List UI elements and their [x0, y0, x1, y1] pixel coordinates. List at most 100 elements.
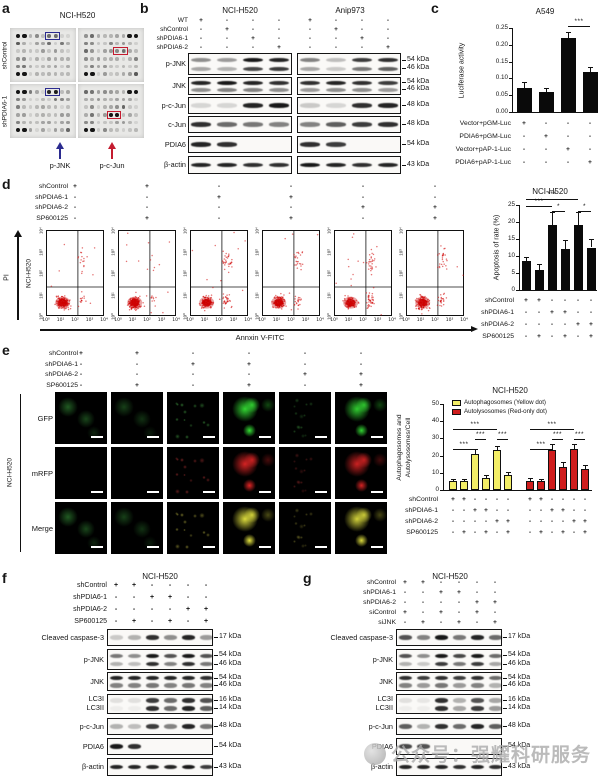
blot-band — [191, 66, 211, 72]
dot-blot-spot — [109, 90, 113, 94]
flow-cell-line-label: NCI-H520 — [25, 259, 33, 288]
blot-label: LC3I — [88, 694, 104, 703]
dot-blot-spot — [15, 89, 21, 95]
blot-band — [109, 661, 123, 667]
dot-blot-spot — [28, 105, 33, 109]
blot-band — [243, 162, 263, 168]
micro-image — [335, 502, 387, 554]
error-bar-line — [529, 477, 531, 481]
condition-mark: - — [439, 599, 443, 606]
condition-mark: - — [475, 589, 479, 596]
cell-blob — [300, 543, 305, 548]
condition-mark: - — [135, 360, 139, 368]
condition-mark: + — [524, 297, 528, 304]
significance-line — [568, 26, 590, 27]
bar — [570, 448, 578, 490]
condition-mark: - — [79, 360, 83, 368]
dot-blot-spot — [115, 34, 120, 38]
dot-blot-spot — [115, 90, 120, 94]
blot-band — [127, 698, 141, 703]
dot-blot-spot — [59, 113, 64, 117]
dot-blot-spot — [66, 120, 70, 125]
condition-mark: + — [484, 507, 488, 514]
cell-blob — [206, 422, 211, 427]
cell-blob — [202, 530, 207, 535]
chart-y-tick — [516, 239, 519, 240]
condition-mark: - — [473, 518, 477, 525]
condition-mark: + — [462, 496, 466, 503]
dot-blot-spot — [66, 105, 70, 109]
cell-blob — [189, 533, 193, 538]
condition-mark: - — [484, 518, 488, 525]
blot-label: Cleaved caspase-3 — [330, 632, 393, 642]
error-bar-cap — [538, 478, 544, 480]
condition-mark: - — [277, 26, 281, 33]
condition-mark: - — [544, 146, 548, 153]
blot-band — [191, 87, 211, 93]
cell-line-bracket — [20, 394, 21, 552]
chart-y-tick-label: 15 — [507, 235, 515, 242]
dot-blot-spot — [127, 105, 132, 109]
condition-mark: - — [539, 507, 543, 514]
condition-row-label: shControl — [366, 579, 396, 586]
cell-blob — [299, 523, 305, 530]
cell-blob — [176, 402, 179, 406]
blot-band — [300, 66, 320, 72]
blot-band — [452, 653, 466, 659]
dot-blot-spot — [28, 90, 33, 94]
chart-y-axis-title: Autolysosomes/Cell — [404, 417, 412, 478]
dot-blot-spot — [84, 64, 88, 69]
micro-image — [55, 502, 107, 554]
condition-mark: - — [522, 133, 526, 140]
condition-mark: + — [145, 183, 149, 190]
blot-label: p-c-Jun — [161, 100, 186, 110]
bar — [521, 261, 531, 290]
dot-blot-spot — [121, 128, 126, 132]
condition-mark: - — [186, 594, 190, 601]
condition-mark: + — [588, 159, 592, 166]
dot-blot-spot — [15, 33, 21, 39]
kda-label: 54 kDa — [219, 651, 242, 659]
blot-band — [434, 698, 448, 703]
cell-blob — [182, 409, 187, 414]
blot-band — [300, 57, 320, 63]
condition-mark: + — [561, 507, 565, 514]
blot-band — [326, 66, 346, 72]
error-bar-cap — [565, 32, 571, 34]
blot-band — [145, 661, 159, 667]
condition-mark: - — [439, 619, 443, 626]
chart-x-axis — [512, 112, 598, 113]
condition-mark: - — [544, 120, 548, 127]
condition-mark: + — [493, 619, 497, 626]
flow-x-tick-label: 10¹ — [272, 317, 281, 323]
dot-blot-spot — [90, 97, 95, 102]
blot-box — [396, 629, 502, 646]
cell-blob — [303, 543, 307, 547]
error-bar-line — [589, 67, 591, 72]
condition-mark: - — [303, 381, 307, 389]
error-bar-cap — [505, 471, 511, 473]
flow-plot — [118, 230, 176, 316]
dot-blot-spot — [47, 90, 52, 94]
annotation-arrow-label: p-JNK — [49, 161, 71, 170]
condition-mark: - — [583, 507, 587, 514]
dot-blot-spot — [59, 72, 64, 76]
scale-bar — [259, 491, 271, 493]
dot-blot-spot — [102, 34, 107, 38]
blot-box — [107, 738, 213, 755]
chart-y-tick — [440, 455, 443, 457]
condition-mark: - — [493, 579, 497, 586]
blot-box — [396, 738, 502, 755]
condition-mark: - — [462, 507, 466, 514]
condition-mark: - — [73, 204, 77, 211]
flow-x-tick-label: 10⁴ — [316, 317, 324, 323]
cell-blob — [242, 478, 256, 492]
dot-blot-spot — [34, 90, 39, 94]
condition-mark: - — [247, 350, 251, 357]
kda-label: 46 kDa — [219, 659, 242, 667]
cell-blob — [183, 473, 187, 477]
error-bar-line — [551, 212, 553, 226]
condition-mark: + — [506, 529, 510, 536]
condition-mark: - — [506, 507, 510, 514]
dot-blot-spot — [115, 112, 120, 117]
